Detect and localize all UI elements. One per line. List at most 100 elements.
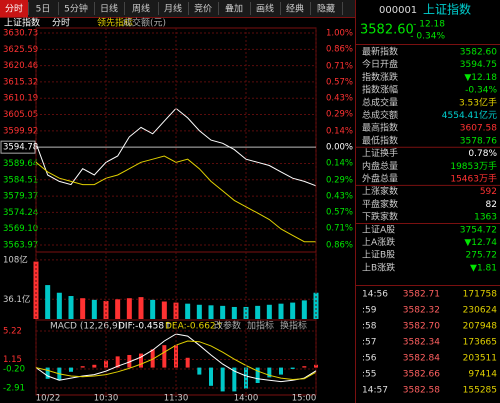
y-tick-label: 3630.73: [3, 29, 38, 39]
price-line: [35, 155, 316, 243]
trade-price: 3582.58: [403, 386, 440, 396]
macd-button[interactable]: 换指标: [280, 320, 307, 332]
macd-bar: [279, 367, 283, 375]
toolbar-tab[interactable]: 画线: [256, 3, 274, 15]
tab-active-bg: [0, 0, 28, 17]
y2-tick-label: 0.29%: [326, 176, 353, 186]
row-label: 内盘总量: [362, 160, 398, 172]
toolbar-tab[interactable]: 周线: [132, 3, 150, 15]
row-value: ▼12.18: [464, 73, 497, 83]
row-label: 上证换手: [362, 147, 398, 159]
row-value: 275.72: [466, 251, 498, 261]
macd-bar: [267, 367, 272, 378]
quote-name: 上证指数: [423, 2, 471, 17]
y2-tick-label: 0.00%: [326, 142, 353, 152]
toolbar-tab[interactable]: 日线: [100, 3, 118, 15]
trade-volume: 203511: [463, 354, 497, 364]
y2-tick-label: 0.57%: [326, 78, 353, 88]
trade-volume: 171758: [463, 290, 498, 300]
y2-tick-label: 0.71%: [326, 223, 353, 233]
macd-bar: [185, 357, 190, 368]
chart-label[interactable]: 成交额(元): [123, 17, 166, 29]
macd-bar: [80, 366, 85, 368]
row-value: 3754.72: [460, 225, 497, 235]
macd-button[interactable]: 改参数: [214, 320, 241, 332]
x-tick-label: 10/22: [36, 394, 61, 403]
row-value: 3607.58: [460, 124, 497, 134]
toolbar-tab[interactable]: 5日: [36, 4, 51, 15]
quote-price: 3582.60: [360, 23, 414, 38]
toolbar-tab[interactable]: 5分钟: [64, 3, 88, 15]
trade-price: 3582.66: [403, 370, 440, 380]
macd-bar: [314, 364, 318, 368]
trade-volume: 207948: [463, 322, 498, 332]
y-tick-label: 108亿: [3, 254, 28, 265]
row-label: 上B涨跌: [362, 262, 395, 273]
row-label: 下跌家数: [362, 211, 398, 223]
chart-label[interactable]: 领先指标: [97, 17, 133, 29]
row-value: ▼12.74: [464, 238, 497, 248]
macd-button[interactable]: 加指标: [247, 320, 274, 332]
y2-tick-label: 0.43%: [326, 93, 353, 103]
trade-price: 3582.70: [403, 322, 440, 332]
y2-tick-label: 0.14%: [326, 158, 353, 168]
y-tick-label: 1.15: [3, 355, 22, 365]
toolbar-tab[interactable]: 分时: [5, 3, 23, 15]
toolbar-tab[interactable]: 经典: [286, 3, 304, 15]
quote-change-pct: - 0.34%: [410, 32, 445, 42]
toolbar-tab[interactable]: 隐藏: [317, 3, 335, 15]
x-tick-label: 10:30: [94, 394, 119, 403]
row-label: 平盘家数: [362, 198, 398, 210]
volume-bar: [301, 300, 307, 319]
y-tick-label: 3599.92: [3, 126, 38, 136]
row-value: 3.53亿手: [459, 96, 497, 108]
volume-bar: [208, 305, 214, 319]
y-tick-label: 3605.05: [3, 110, 38, 120]
row-value: 19853万手: [450, 160, 497, 172]
macd-bar: [220, 367, 225, 392]
y2-tick-label: 0.86%: [326, 241, 353, 251]
volume-bar: [278, 303, 284, 319]
chart-label[interactable]: 分时: [52, 17, 70, 29]
y-tick-label: 3569.10: [3, 224, 38, 234]
y-tick-label: -0.20: [3, 364, 25, 374]
y-tick-label: 3625.59: [3, 45, 38, 55]
volume-bar: [68, 296, 74, 319]
row-value: -0.34%: [465, 86, 497, 96]
row-label: 上证A股: [362, 224, 395, 235]
row-value: ▼1.81: [470, 263, 497, 273]
y2-tick-label: 0.86%: [326, 44, 353, 54]
row-label: 上涨家数: [362, 185, 398, 197]
toolbar-tab[interactable]: 竞价: [194, 3, 212, 15]
row-label: 外盘总量: [362, 173, 398, 185]
row-label: 最新指数: [362, 46, 398, 58]
trade-price: 3582.84: [403, 354, 440, 364]
volume-bar: [266, 304, 272, 319]
y-tick-label: 3620.46: [3, 61, 38, 71]
volume-bar: [255, 305, 261, 319]
y-tick-label: 3615.32: [3, 77, 38, 87]
row-value: 1363: [474, 213, 497, 223]
volume-bar: [290, 302, 296, 319]
toolbar-tab[interactable]: 月线: [164, 3, 182, 15]
macd-value: DIF:-0.458↑: [118, 322, 172, 332]
macd-bar: [69, 367, 73, 372]
row-label: 指数涨跌: [362, 71, 398, 83]
row-label: 上A涨跌: [362, 237, 395, 248]
toolbar-tab[interactable]: 叠加: [225, 4, 243, 15]
y-tick-label: 3563.97: [3, 241, 38, 251]
row-label: 上证B股: [362, 250, 395, 261]
volume-bar: [220, 305, 226, 319]
row-label: 最低指数: [362, 134, 398, 146]
macd-bar: [197, 367, 202, 375]
y2-tick-label: 0.29%: [326, 109, 353, 119]
row-label: 今日开盘: [362, 58, 398, 70]
volume-bar: [45, 285, 51, 319]
y2-tick-label: 0.57%: [326, 207, 353, 217]
y-tick-label: 3610.19: [3, 94, 38, 104]
volume-bar: [150, 299, 156, 319]
row-label: 最高指数: [362, 122, 398, 134]
base-label-bg: [0, 140, 36, 154]
y-tick-label: 5.22: [3, 327, 22, 337]
volume-bar: [196, 304, 202, 319]
